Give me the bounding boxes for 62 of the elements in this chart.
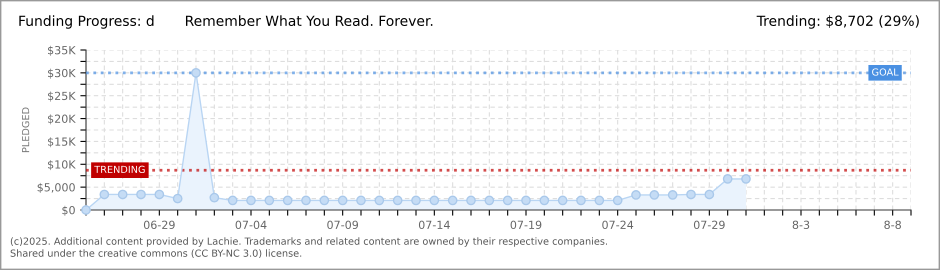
y-tick-label: $30K — [48, 68, 76, 79]
point — [374, 196, 384, 206]
point — [576, 196, 586, 206]
x-tick-label: 8-8 — [884, 220, 901, 230]
y-tick-label: $0 — [62, 206, 75, 216]
point — [228, 196, 238, 206]
x-tick-label: 07-24 — [602, 220, 634, 230]
point — [722, 174, 733, 184]
text: (c)2025. Additional content provided by Lachie. Trademarks and related content are owned by their respective companies. — [10, 237, 607, 247]
point — [631, 190, 641, 200]
x-tick-label: 07-04 — [236, 220, 267, 230]
x-tick-label: 07-29 — [694, 220, 725, 230]
point — [704, 190, 714, 200]
x-tick-label: 07-14 — [418, 220, 450, 230]
text: Trending: $8,702 (29%) — [756, 15, 919, 29]
y-tick-label: $25K — [48, 91, 76, 102]
point — [172, 194, 183, 204]
point — [521, 196, 531, 206]
x-tick-label: 07-09 — [327, 220, 358, 230]
point — [411, 196, 421, 206]
x-tick-label: 8-3 — [792, 220, 810, 230]
y-tick-label: $35K — [48, 46, 76, 56]
point — [649, 190, 660, 200]
point — [246, 196, 256, 206]
point — [319, 196, 330, 206]
point — [99, 190, 110, 200]
point — [81, 205, 91, 215]
point — [264, 196, 274, 206]
point — [301, 196, 311, 206]
point — [594, 196, 604, 206]
x-tick-label: 06-29 — [144, 220, 175, 230]
text: Shared under the creative commons (CC BY-NC 3.0) license. — [10, 249, 302, 258]
ref-line-label: GOAL — [872, 68, 899, 76]
point — [612, 196, 623, 206]
point — [558, 196, 568, 206]
point — [118, 190, 128, 200]
point — [209, 192, 220, 203]
ref-line-label: TRENDING — [94, 166, 145, 174]
y-tick-label: $5,000 — [38, 182, 75, 193]
chart-subtitle: Remember What You Read. Forever. — [186, 15, 432, 26]
point — [539, 196, 550, 206]
point — [338, 196, 348, 206]
point — [191, 68, 201, 78]
point — [668, 190, 678, 200]
point — [686, 190, 696, 200]
y-axis-title: PLEDGED — [22, 108, 30, 152]
point — [136, 190, 146, 200]
y-tick-label: $20K — [48, 114, 76, 124]
point — [484, 196, 494, 206]
point — [466, 196, 476, 206]
point — [282, 196, 293, 206]
chart-title: Funding Progress: d — [19, 15, 154, 29]
point — [502, 196, 513, 206]
x-tick-label: 07-19 — [510, 220, 542, 230]
point — [429, 196, 440, 206]
y-tick-label: $10K — [48, 160, 76, 170]
point — [392, 196, 403, 206]
y-tick-label: $15K — [48, 137, 76, 148]
point — [741, 174, 751, 184]
point — [356, 196, 366, 206]
point — [448, 196, 458, 206]
point — [154, 190, 164, 200]
